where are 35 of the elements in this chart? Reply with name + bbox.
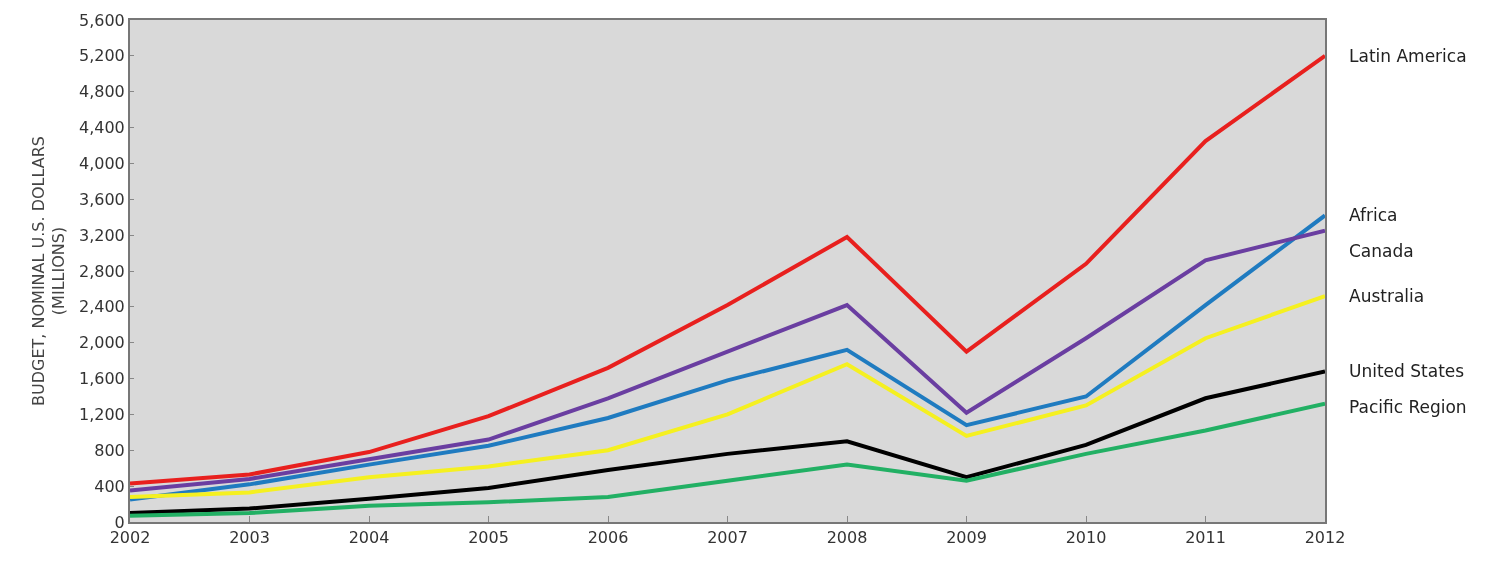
series-label: Pacific Region (1349, 397, 1467, 417)
y-tick-label: 5,600 (78, 10, 125, 30)
y-tick-label: 1,600 (78, 369, 125, 389)
series-label: Canada (1349, 241, 1414, 261)
x-tick-label: 2006 (587, 528, 629, 548)
y-tick-label: 2,800 (78, 261, 125, 281)
y-tick-label: 1,200 (78, 405, 125, 425)
line-series (130, 53, 1325, 486)
y-tick-label: 400 (94, 476, 125, 496)
x-tick-label: 2011 (1185, 528, 1226, 548)
y-tick-label: 4,000 (78, 154, 125, 174)
x-tick-label: 2010 (1065, 528, 1107, 548)
x-tick-label: 2009 (946, 528, 987, 548)
y-tick-label: 2,400 (78, 297, 125, 317)
y-tick-label: 3,600 (78, 189, 125, 209)
y-tick-label: 4,800 (78, 82, 125, 102)
x-tick-label: 2012 (1304, 528, 1346, 548)
series-label: Australia (1349, 286, 1425, 306)
x-tick-label: 2005 (468, 528, 509, 548)
series-label: Latin America (1349, 46, 1467, 66)
series-label: Africa (1349, 205, 1398, 225)
series-label: United States (1349, 361, 1465, 381)
line-series (130, 369, 1325, 516)
y-tick-label: 3,200 (78, 225, 125, 245)
x-tick-label: 2003 (229, 528, 270, 548)
y-axis-title: BUDGET, NOMINAL U.S. DOLLARS (MILLIONS) (28, 136, 69, 406)
y-tick-label: 5,200 (78, 46, 125, 66)
x-tick-label: 2008 (826, 528, 868, 548)
y-tick-label: 800 (94, 440, 125, 460)
y-tick-label: 2,000 (78, 333, 125, 353)
line-series (130, 294, 1325, 499)
y-tick-label: 4,400 (78, 118, 125, 138)
x-tick-label: 2004 (348, 528, 390, 548)
x-tick-label: 2007 (707, 528, 748, 548)
line-series (130, 401, 1325, 518)
